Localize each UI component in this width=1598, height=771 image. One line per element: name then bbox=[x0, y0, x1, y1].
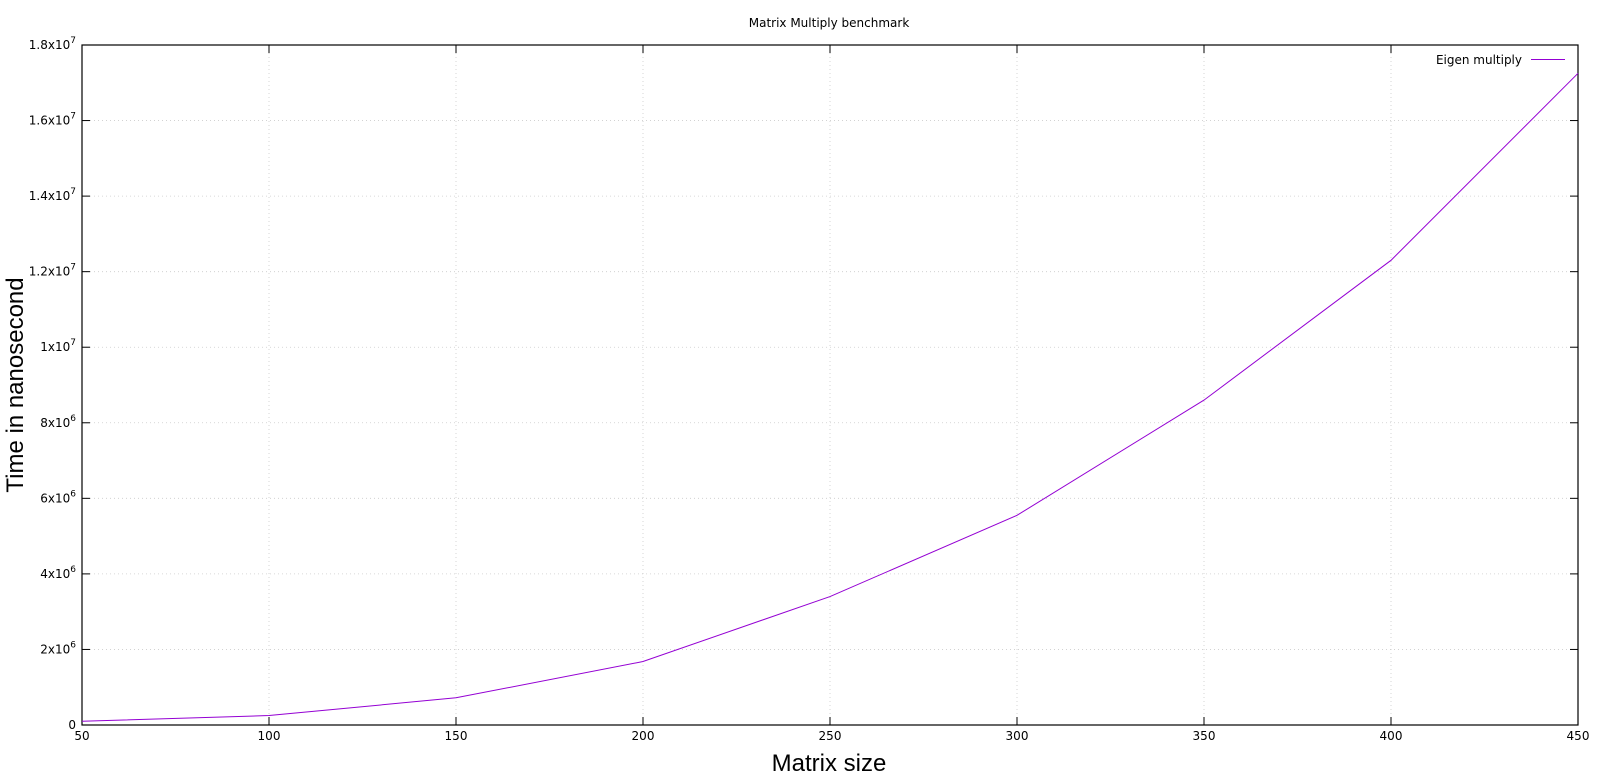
y-tick-mantissa: 8x10 bbox=[40, 416, 70, 430]
x-tick-label: 300 bbox=[1006, 729, 1029, 743]
x-tick-label: 150 bbox=[445, 729, 468, 743]
y-tick-exponent: 6 bbox=[70, 414, 76, 424]
y-tick-label: 2x106 bbox=[40, 640, 76, 656]
data-point bbox=[642, 660, 645, 663]
x-tick-label: 200 bbox=[632, 729, 655, 743]
y-tick-label: 1.4x107 bbox=[29, 187, 76, 203]
y-tick-mantissa: 2x10 bbox=[40, 642, 70, 656]
y-axis-label: Time in nanosecond bbox=[2, 277, 29, 492]
series-group bbox=[81, 72, 1580, 723]
data-point bbox=[268, 714, 271, 717]
data-point bbox=[1577, 72, 1580, 75]
x-tick-label: 250 bbox=[819, 729, 842, 743]
y-tick-mantissa: 0 bbox=[68, 718, 76, 732]
y-tick-exponent: 7 bbox=[70, 187, 76, 197]
y-tick-exponent: 7 bbox=[70, 338, 76, 348]
y-tick-mantissa: 1.6x10 bbox=[29, 114, 70, 128]
y-tick-label: 6x106 bbox=[40, 489, 76, 505]
y-tick-label: 4x106 bbox=[40, 565, 76, 581]
x-tick-label: 100 bbox=[258, 729, 281, 743]
y-tick-label: 0 bbox=[68, 718, 76, 732]
x-tick-label: 50 bbox=[74, 729, 89, 743]
x-tick-label: 400 bbox=[1380, 729, 1403, 743]
data-point bbox=[1390, 259, 1393, 262]
y-tick-exponent: 7 bbox=[70, 263, 76, 273]
x-tick-label: 450 bbox=[1567, 729, 1590, 743]
data-point bbox=[1203, 399, 1206, 402]
y-tick-mantissa: 1.2x10 bbox=[29, 265, 70, 279]
series-line bbox=[81, 72, 1579, 722]
y-axis: 02x1064x1066x1068x1061x1071.2x1071.4x107… bbox=[29, 36, 1578, 732]
legend-label: Eigen multiply bbox=[1436, 53, 1522, 67]
y-tick-label: 1.2x107 bbox=[29, 263, 76, 279]
data-point bbox=[829, 595, 832, 598]
chart-title: Matrix Multiply benchmark bbox=[749, 16, 910, 30]
x-axis: 50 100 150 200 250 300 350 400 450 bbox=[74, 45, 1589, 743]
y-tick-mantissa: 1x10 bbox=[40, 340, 70, 354]
y-tick-exponent: 7 bbox=[70, 36, 76, 46]
y-tick-label: 1.6x107 bbox=[29, 112, 76, 128]
y-tick-exponent: 6 bbox=[70, 640, 76, 650]
y-tick-exponent: 6 bbox=[70, 565, 76, 575]
y-tick-exponent: 6 bbox=[70, 489, 76, 499]
y-tick-mantissa: 1.8x10 bbox=[29, 38, 70, 52]
data-point bbox=[81, 720, 84, 723]
y-tick-label: 8x106 bbox=[40, 414, 76, 430]
y-tick-mantissa: 6x10 bbox=[40, 491, 70, 505]
x-tick-label: 350 bbox=[1193, 729, 1216, 743]
y-tick-label: 1.8x107 bbox=[29, 36, 76, 52]
y-tick-exponent: 7 bbox=[70, 112, 76, 122]
data-point bbox=[455, 696, 458, 699]
data-point bbox=[1016, 514, 1019, 517]
y-tick-label: 1x107 bbox=[40, 338, 76, 354]
x-axis-label: Matrix size bbox=[772, 750, 887, 771]
y-tick-mantissa: 1.4x10 bbox=[29, 189, 70, 203]
grid bbox=[82, 45, 1578, 725]
legend: Eigen multiply bbox=[1436, 53, 1565, 67]
y-tick-mantissa: 4x10 bbox=[40, 567, 70, 581]
